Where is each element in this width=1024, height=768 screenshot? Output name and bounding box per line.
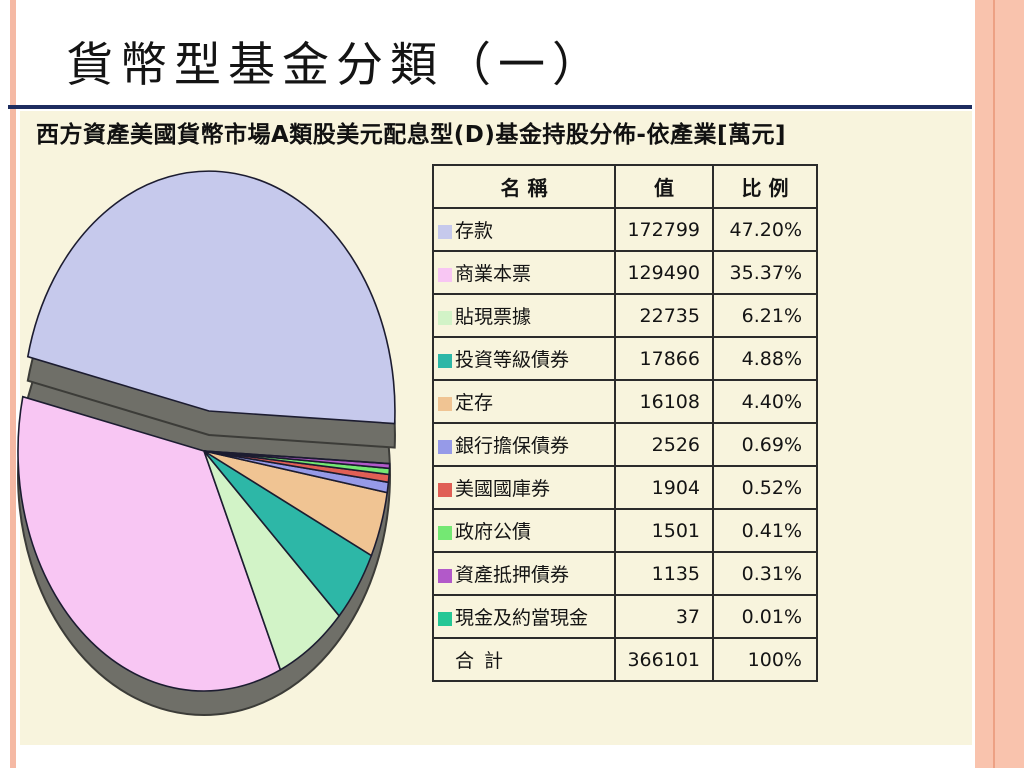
table-row: 資產抵押債券 1135 0.31% — [432, 551, 818, 596]
slice-value: 1501 — [614, 508, 714, 553]
table-row: 政府公債 1501 0.41% — [432, 508, 818, 553]
slice-name-cell: 現金及約當現金 — [432, 594, 616, 639]
slice-ratio: 35.37% — [712, 250, 818, 295]
pie-chart — [17, 170, 396, 716]
slice-label: 現金及約當現金 — [455, 607, 589, 629]
slice-name-cell: 存款 — [432, 207, 616, 252]
slice-ratio: 0.41% — [712, 508, 818, 553]
table-total-row: 合 計 366101 100% — [432, 637, 818, 682]
column-header-0: 名 稱 — [432, 164, 616, 209]
slice-name-cell: 投資等級債券 — [432, 336, 616, 381]
slice-label: 存款 — [455, 220, 494, 242]
slice-value: 2526 — [614, 422, 714, 467]
slice-ratio: 0.69% — [712, 422, 818, 467]
legend-swatch — [438, 311, 452, 325]
slice-name-cell: 銀行擔保債券 — [432, 422, 616, 467]
slice-value: 37 — [614, 594, 714, 639]
table-row: 投資等級債券 17866 4.88% — [432, 336, 818, 381]
slice-ratio: 0.01% — [712, 594, 818, 639]
legend-swatch — [438, 483, 452, 497]
table-header-row: 名 稱值比 例 — [432, 164, 818, 209]
legend-swatch — [438, 440, 452, 454]
title-divider-line — [8, 105, 972, 109]
legend-swatch — [438, 354, 452, 368]
table-row: 美國國庫券 1904 0.52% — [432, 465, 818, 510]
slice-ratio: 4.88% — [712, 336, 818, 381]
slice-value: 1904 — [614, 465, 714, 510]
legend-swatch — [438, 397, 452, 411]
slice-value: 172799 — [614, 207, 714, 252]
pie-slice-1 — [17, 395, 282, 692]
slice-value: 17866 — [614, 336, 714, 381]
table-row: 存款 172799 47.20% — [432, 207, 818, 252]
holdings-table: 名 稱值比 例 存款 172799 47.20% 商業本票 129490 35.37% 貼現… — [432, 164, 818, 682]
legend-swatch — [438, 569, 452, 583]
column-header-1: 值 — [614, 164, 714, 209]
column-header-2: 比 例 — [712, 164, 818, 209]
slice-name-cell: 美國國庫券 — [432, 465, 616, 510]
slice-label: 商業本票 — [455, 263, 532, 285]
slice-value: 1135 — [614, 551, 714, 596]
slice-label: 美國國庫券 — [455, 478, 551, 500]
slice-label: 定存 — [455, 392, 494, 414]
legend-swatch — [438, 526, 452, 540]
total-ratio: 100% — [712, 637, 818, 682]
table-row: 定存 16108 4.40% — [432, 379, 818, 424]
chart-title: 西方資產美國貨幣市場A類股美元配息型(D)基金持股分佈-依產業[萬元] — [36, 122, 786, 148]
table-row: 銀行擔保債券 2526 0.69% — [432, 422, 818, 467]
slice-name-cell: 定存 — [432, 379, 616, 424]
table-row: 貼現票據 22735 6.21% — [432, 293, 818, 338]
slice-value: 129490 — [614, 250, 714, 295]
pie-slice-0-exploded — [26, 170, 396, 425]
legend-swatch — [438, 612, 452, 626]
legend-swatch — [438, 225, 452, 239]
right-accent-stripe — [975, 0, 1024, 768]
slice-label: 政府公債 — [455, 521, 532, 543]
slice-ratio: 0.52% — [712, 465, 818, 510]
slice-value: 16108 — [614, 379, 714, 424]
slice-ratio: 4.40% — [712, 379, 818, 424]
slice-label: 投資等級債券 — [455, 349, 570, 371]
legend-swatch — [438, 268, 452, 282]
slice-name-cell: 商業本票 — [432, 250, 616, 295]
right-stripe-inner-line — [993, 0, 995, 768]
slide-title: 貨幣型基金分類（一） — [66, 38, 606, 93]
slice-label: 銀行擔保債券 — [455, 435, 570, 457]
slice-value: 22735 — [614, 293, 714, 338]
fund-holdings-chart-image: 西方資產美國貨幣市場A類股美元配息型(D)基金持股分佈-依產業[萬元] 名 稱值… — [17, 111, 972, 745]
total-value: 366101 — [614, 637, 714, 682]
slice-ratio: 0.31% — [712, 551, 818, 596]
total-label: 合 計 — [432, 637, 616, 682]
slice-label: 貼現票據 — [455, 306, 532, 328]
slice-name-cell: 貼現票據 — [432, 293, 616, 338]
slice-label: 資產抵押債券 — [455, 564, 570, 586]
slice-ratio: 6.21% — [712, 293, 818, 338]
left-accent-stripe — [10, 0, 16, 768]
slice-name-cell: 資產抵押債券 — [432, 551, 616, 596]
slice-name-cell: 政府公債 — [432, 508, 616, 553]
table-row: 商業本票 129490 35.37% — [432, 250, 818, 295]
table-row: 現金及約當現金 37 0.01% — [432, 594, 818, 639]
slice-ratio: 47.20% — [712, 207, 818, 252]
pie-slice-9 — [203, 450, 391, 465]
